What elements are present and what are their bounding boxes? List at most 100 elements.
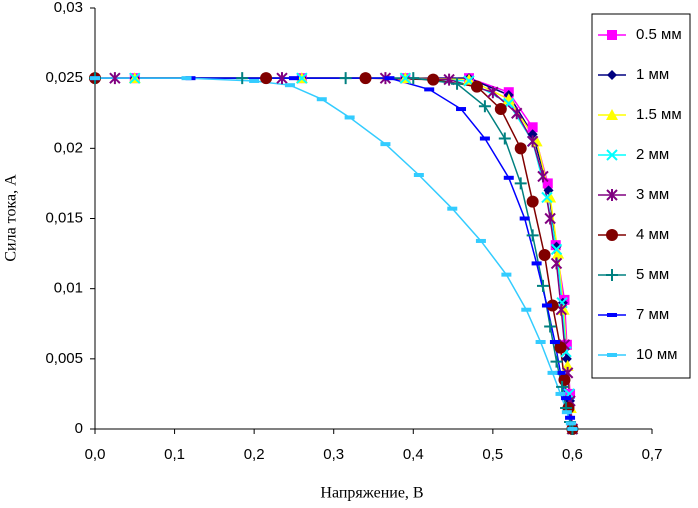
marker (407, 72, 420, 85)
series-line (114, 77, 574, 430)
marker (359, 72, 372, 85)
legend-label: 1.5 мм (636, 106, 682, 123)
marker (567, 427, 578, 431)
marker (546, 299, 559, 312)
marker (519, 216, 530, 221)
marker (384, 76, 395, 81)
marker (181, 76, 192, 81)
marker (606, 109, 618, 120)
marker (427, 73, 440, 86)
marker (555, 370, 566, 375)
marker (470, 80, 483, 93)
marker (565, 421, 576, 426)
marker (607, 70, 617, 80)
marker (565, 415, 576, 420)
series-line (95, 77, 574, 430)
marker (475, 238, 486, 243)
marker (535, 339, 546, 344)
marker (544, 212, 556, 225)
y-tick-label: 0,015 (45, 209, 83, 226)
marker (536, 279, 549, 292)
x-tick-label: 0,0 (85, 446, 106, 463)
marker (550, 257, 563, 270)
y-tick-label: 0,02 (54, 139, 83, 156)
marker (479, 136, 490, 141)
x-tick-label: 0,4 (403, 446, 424, 463)
marker (424, 87, 435, 92)
marker (380, 142, 391, 147)
marker (544, 191, 557, 203)
marker (554, 341, 567, 354)
marker (296, 72, 308, 84)
marker (339, 72, 352, 85)
marker (538, 248, 551, 261)
marker (537, 170, 549, 183)
marker (551, 241, 562, 252)
marker (607, 30, 617, 40)
x-tick-label: 0,6 (562, 446, 583, 463)
marker (521, 307, 532, 312)
marker (249, 78, 260, 83)
series-line (134, 77, 574, 430)
marker (555, 391, 566, 396)
marker (544, 320, 557, 333)
x-tick-label: 0,7 (642, 446, 663, 463)
marker (550, 355, 563, 368)
marker (549, 339, 560, 344)
marker (606, 149, 618, 161)
marker (236, 72, 249, 85)
legend-label: 7 мм (636, 306, 669, 323)
legend-label: 1 мм (636, 66, 669, 83)
marker (451, 77, 464, 90)
marker (558, 373, 571, 386)
marker (447, 206, 458, 211)
x-tick-label: 0,2 (244, 446, 265, 463)
series-line (134, 77, 574, 430)
x-tick-label: 0,3 (323, 446, 344, 463)
marker (109, 72, 121, 85)
marker (462, 73, 475, 85)
marker (487, 86, 499, 99)
y-tick-label: 0,03 (54, 0, 83, 16)
y-axis-label: Сила тока, А (3, 174, 20, 262)
marker (498, 132, 511, 145)
marker (344, 115, 355, 120)
series-line (134, 77, 574, 430)
legend-label: 4 мм (636, 226, 669, 243)
marker (260, 72, 273, 85)
marker (561, 339, 572, 350)
marker (526, 229, 539, 242)
legend-label: 10 мм (636, 346, 677, 363)
y-tick-label: 0,025 (45, 69, 83, 86)
marker (541, 303, 552, 308)
marker (456, 107, 467, 112)
y-tick-label: 0,005 (45, 350, 83, 367)
marker (90, 76, 100, 81)
x-tick-label: 0,5 (482, 446, 503, 463)
marker (606, 269, 618, 281)
marker (514, 177, 527, 190)
legend-label: 5 мм (636, 266, 669, 283)
marker (494, 103, 507, 116)
marker (129, 72, 141, 84)
marker (561, 359, 574, 371)
marker (478, 100, 491, 113)
marker (276, 72, 288, 85)
marker (606, 189, 618, 201)
marker (527, 122, 538, 133)
marker (547, 370, 558, 375)
marker (288, 76, 299, 81)
marker (413, 172, 424, 177)
marker (561, 410, 572, 415)
marker (527, 129, 538, 140)
marker (514, 142, 527, 155)
marker (556, 380, 569, 393)
marker (541, 191, 553, 204)
marker (316, 97, 327, 102)
y-tick-label: 0,01 (54, 280, 83, 297)
legend-label: 3 мм (636, 186, 669, 203)
marker (542, 178, 553, 189)
marker (531, 261, 542, 266)
marker (607, 313, 617, 317)
